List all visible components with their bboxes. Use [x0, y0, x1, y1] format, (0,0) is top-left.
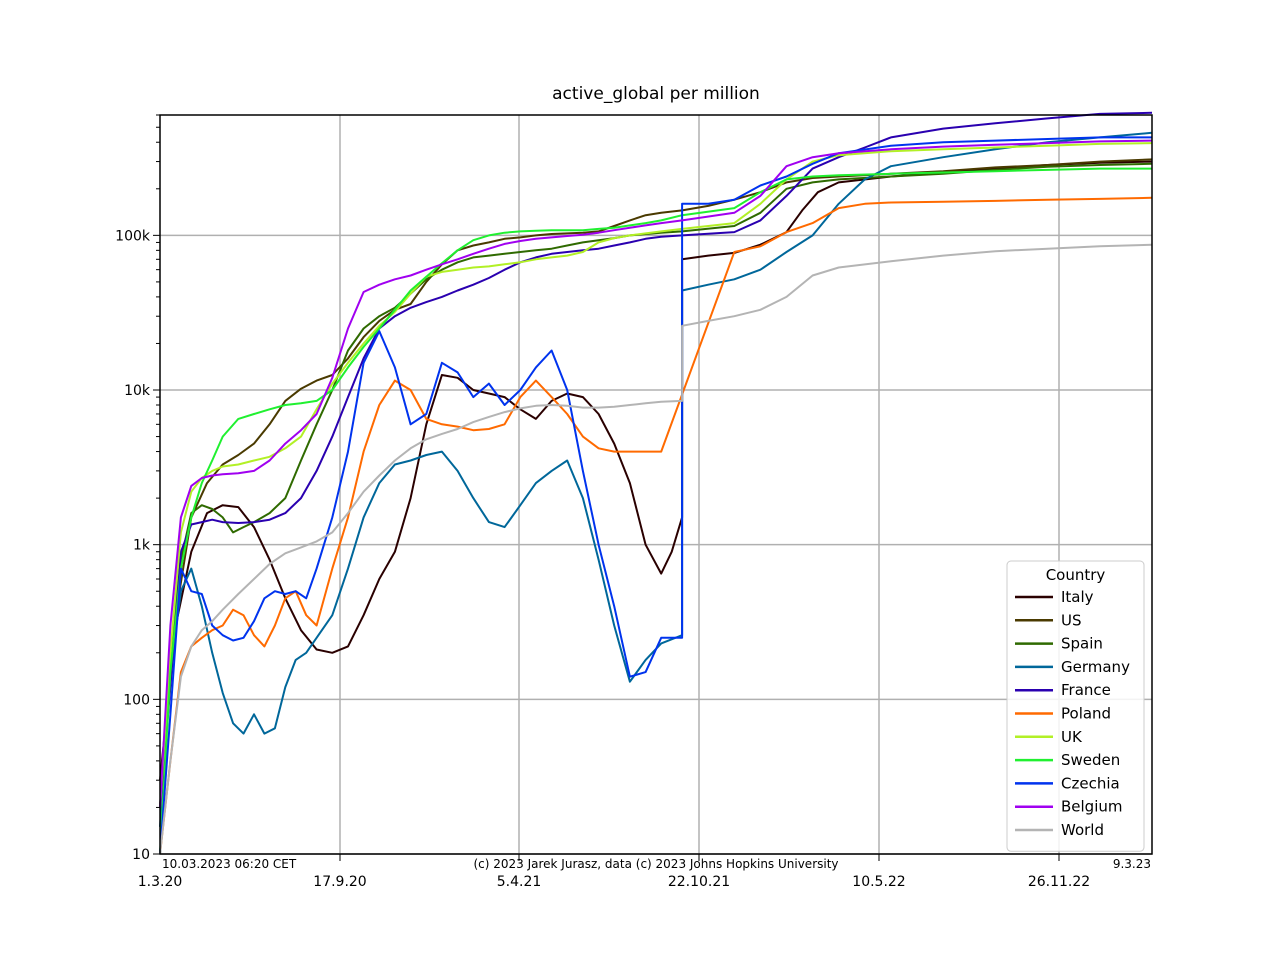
x-tick-label: 9.3.23 [1113, 857, 1151, 871]
legend-label-us: US [1061, 611, 1082, 629]
y-axis: 10 100 1k 10k 100k [115, 114, 160, 863]
series-line-sweden [159, 167, 1152, 855]
legend-label-uk: UK [1061, 728, 1083, 746]
legend-label-italy: Italy [1061, 588, 1094, 606]
legend-title: Country [1046, 566, 1106, 584]
timestamp-annotation: 10.03.2023 06:20 CET [162, 857, 297, 871]
legend-label-poland: Poland [1061, 705, 1111, 723]
x-tick-label: 1.3.20 [138, 874, 183, 890]
y-tick-label: 1k [133, 538, 151, 554]
x-tick-label: 26.11.22 [1028, 874, 1090, 890]
y-tick-label: 100 [123, 692, 150, 708]
x-tick-label: 5.4.21 [497, 874, 542, 890]
series-lines [159, 111, 1153, 855]
x-tick-label: 17.9.20 [313, 874, 366, 890]
copyright-annotation: (c) 2023 Jarek Jurasz, data (c) 2023 Joh… [473, 857, 838, 871]
series-line-germany [159, 131, 1153, 827]
x-tick-label: 10.5.22 [852, 874, 905, 890]
y-tick-label: 100k [115, 228, 151, 244]
legend-label-czechia: Czechia [1061, 774, 1120, 792]
legend-label-france: France [1061, 681, 1111, 699]
plot-frame [159, 114, 1153, 855]
legend-box [1006, 560, 1145, 852]
series-line-spain [159, 162, 1153, 808]
series-line-poland [159, 196, 1153, 855]
y-tick-label: 10k [124, 383, 151, 399]
legend-label-belgium: Belgium [1061, 798, 1123, 816]
legend-label-sweden: Sweden [1061, 751, 1120, 769]
x-axis: 1.3.20 17.9.20 5.4.21 22.10.21 10.5.22 26.11.… [138, 854, 1151, 890]
chart-title: active_global per million [552, 84, 760, 104]
series-line-world [159, 243, 1153, 855]
series-line-france [159, 111, 1153, 808]
x-tick-label: 22.10.21 [668, 874, 730, 890]
series-line-uk [159, 142, 1153, 808]
series-line-belgium [159, 139, 1153, 808]
legend-label-world: World [1061, 821, 1104, 839]
legend-label-spain: Spain [1061, 635, 1103, 653]
series-line-us [159, 158, 1153, 808]
y-tick-label: 10 [132, 847, 150, 863]
legend: Country Italy US Spain Germany France Poland UK… [1006, 560, 1145, 852]
legend-label-germany: Germany [1061, 658, 1130, 676]
